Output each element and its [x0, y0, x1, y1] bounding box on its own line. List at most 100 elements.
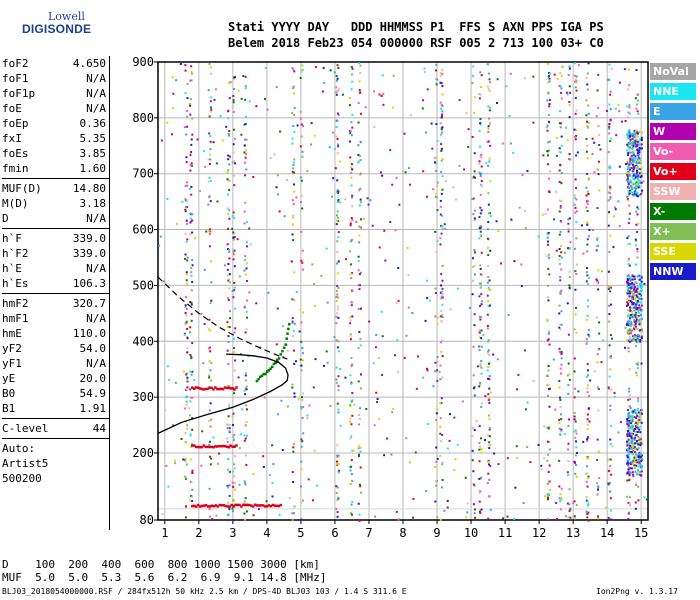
noise-dot [501, 142, 504, 145]
noise-dot [184, 253, 187, 256]
noise-dot [576, 151, 579, 154]
noise-dot [632, 302, 635, 305]
noise-dot [619, 421, 622, 424]
noise-dot [637, 485, 640, 488]
noise-dot [278, 513, 281, 516]
noise-dot [349, 316, 352, 319]
noise-dot [376, 401, 379, 404]
noise-dot [638, 298, 641, 301]
noise-dot [350, 166, 353, 169]
noise-dot [489, 443, 492, 446]
noise-dot [607, 151, 610, 154]
noise-dot [275, 86, 278, 89]
noise-dot [191, 213, 194, 216]
noise-dot [634, 314, 637, 317]
trace-dot [194, 505, 198, 508]
param-value: 44 [92, 422, 106, 435]
noise-dot [492, 353, 495, 356]
noise-dot [607, 270, 610, 273]
noise-dot [232, 78, 235, 81]
param-label: foF1 [2, 72, 29, 85]
noise-dot [630, 420, 633, 423]
noise-dot [567, 230, 570, 233]
noise-dot [567, 424, 570, 427]
noise-dot [636, 213, 639, 216]
noise-dot [426, 367, 429, 370]
y-tick-label: 900 [132, 55, 154, 69]
noise-dot [232, 128, 235, 131]
noise-dot [587, 299, 590, 302]
noise-dot [637, 465, 640, 468]
trace-dot [208, 505, 212, 508]
noise-dot [189, 104, 192, 107]
noise-dot [351, 126, 354, 129]
noise-dot [574, 288, 577, 291]
noise-dot [559, 367, 562, 370]
noise-dot [632, 174, 635, 177]
noise-dot [629, 179, 632, 182]
noise-dot [478, 519, 481, 522]
noise-dot [568, 116, 571, 119]
noise-dot [350, 365, 353, 368]
noise-dot [335, 214, 338, 217]
noise-dot [639, 139, 642, 142]
y-tick-label: 700 [132, 167, 154, 181]
noise-dot [626, 277, 629, 280]
noise-dot [309, 143, 312, 146]
noise-dot [207, 374, 210, 377]
noise-dot [640, 132, 643, 135]
noise-dot [448, 439, 451, 442]
noise-dot [292, 87, 295, 90]
noise-dot [574, 313, 577, 316]
noise-dot [378, 93, 381, 96]
noise-dot [639, 297, 642, 300]
noise-dot [357, 307, 360, 310]
noise-dot [568, 287, 571, 290]
noise-dot [610, 509, 613, 512]
noise-dot [238, 483, 241, 486]
noise-dot [568, 85, 571, 88]
noise-dot [639, 339, 642, 342]
noise-dot [573, 203, 576, 206]
noise-dot [635, 69, 638, 72]
noise-dot [633, 133, 636, 136]
param-row: hmF2 320.7 [2, 296, 109, 311]
noise-dot [635, 300, 638, 303]
noise-dot [636, 287, 639, 290]
trace-dot [281, 349, 284, 353]
noise-dot [628, 295, 631, 298]
noise-dot [271, 482, 274, 485]
noise-dot [344, 376, 347, 379]
noise-dot [506, 457, 509, 460]
param-value: 339.0 [72, 232, 106, 245]
noise-dot [351, 479, 354, 482]
noise-dot [520, 263, 523, 266]
noise-dot [629, 168, 632, 171]
noise-dot [633, 320, 636, 323]
noise-dot [559, 433, 562, 436]
noise-dot [359, 159, 362, 162]
noise-dot [487, 221, 490, 224]
noise-dot [358, 413, 361, 416]
noise-dot [233, 160, 236, 163]
noise-dot [478, 93, 481, 96]
noise-dot [572, 502, 575, 505]
noise-dot [244, 273, 247, 276]
noise-dot [233, 369, 236, 372]
noise-dot [233, 286, 236, 289]
noise-dot [566, 502, 569, 505]
noise-dot [435, 169, 438, 172]
noise-dot [546, 208, 549, 211]
noise-dot [471, 459, 474, 462]
noise-dot [238, 446, 241, 449]
noise-dot [628, 264, 631, 267]
noise-dot [634, 176, 637, 179]
noise-dot [301, 352, 304, 355]
noise-dot [547, 284, 550, 287]
noise-dot [273, 153, 276, 156]
noise-dot [300, 369, 303, 372]
noise-dot [640, 362, 643, 365]
noise-dot [439, 237, 442, 240]
noise-dot [184, 208, 187, 211]
